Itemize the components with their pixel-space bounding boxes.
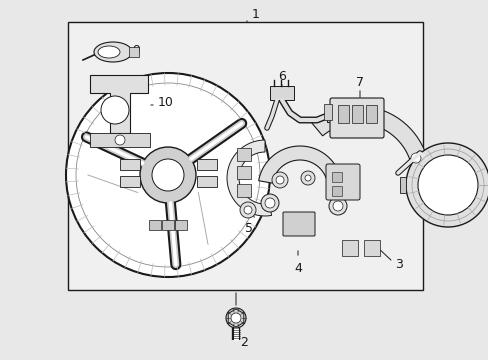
Circle shape (152, 159, 183, 191)
Bar (149, 220, 161, 230)
Bar (162, 220, 174, 230)
Circle shape (264, 198, 274, 208)
FancyBboxPatch shape (325, 164, 359, 200)
Bar (90, 133, 150, 147)
Circle shape (271, 172, 287, 188)
Circle shape (66, 73, 269, 277)
Bar (363, 240, 379, 256)
Text: 9: 9 (132, 44, 140, 57)
Circle shape (101, 96, 129, 124)
Circle shape (332, 201, 342, 211)
Text: 8: 8 (349, 170, 357, 183)
Text: 6: 6 (278, 69, 285, 82)
Circle shape (301, 171, 314, 185)
Polygon shape (226, 140, 271, 216)
Bar (120, 176, 140, 187)
Circle shape (140, 147, 196, 203)
Ellipse shape (98, 46, 120, 58)
Bar (337, 105, 348, 123)
Circle shape (261, 194, 279, 212)
Text: 11: 11 (445, 149, 461, 162)
Text: 3: 3 (394, 258, 402, 271)
Circle shape (328, 197, 346, 215)
Bar (399, 177, 405, 193)
FancyBboxPatch shape (283, 212, 314, 236)
Circle shape (305, 175, 310, 181)
Text: 4: 4 (293, 261, 301, 274)
Bar (237, 148, 250, 161)
Bar (269, 86, 293, 100)
Bar (120, 159, 140, 170)
Text: 7: 7 (355, 76, 363, 89)
Circle shape (410, 153, 420, 163)
Bar (237, 166, 250, 179)
Bar (326, 108, 345, 122)
Bar (351, 105, 362, 123)
Polygon shape (311, 106, 429, 203)
Bar (331, 172, 341, 182)
Bar (197, 159, 217, 170)
FancyBboxPatch shape (329, 98, 383, 138)
Text: 10: 10 (158, 96, 174, 109)
Circle shape (225, 308, 245, 328)
Ellipse shape (94, 42, 132, 62)
Bar (237, 184, 250, 197)
Circle shape (405, 143, 488, 227)
Text: 5: 5 (244, 221, 252, 234)
Circle shape (115, 135, 125, 145)
Text: 1: 1 (251, 8, 259, 21)
Polygon shape (258, 146, 341, 185)
Polygon shape (90, 75, 148, 133)
Circle shape (230, 313, 241, 323)
Circle shape (417, 155, 477, 215)
Circle shape (240, 202, 256, 218)
Circle shape (275, 176, 284, 184)
Bar (197, 176, 217, 187)
Text: 2: 2 (240, 336, 247, 348)
Bar (365, 105, 376, 123)
Bar (324, 104, 331, 120)
Bar (341, 240, 357, 256)
Bar (331, 186, 341, 196)
Bar (175, 220, 186, 230)
Bar (68, 22, 422, 290)
Bar (129, 47, 139, 57)
Circle shape (244, 206, 251, 214)
